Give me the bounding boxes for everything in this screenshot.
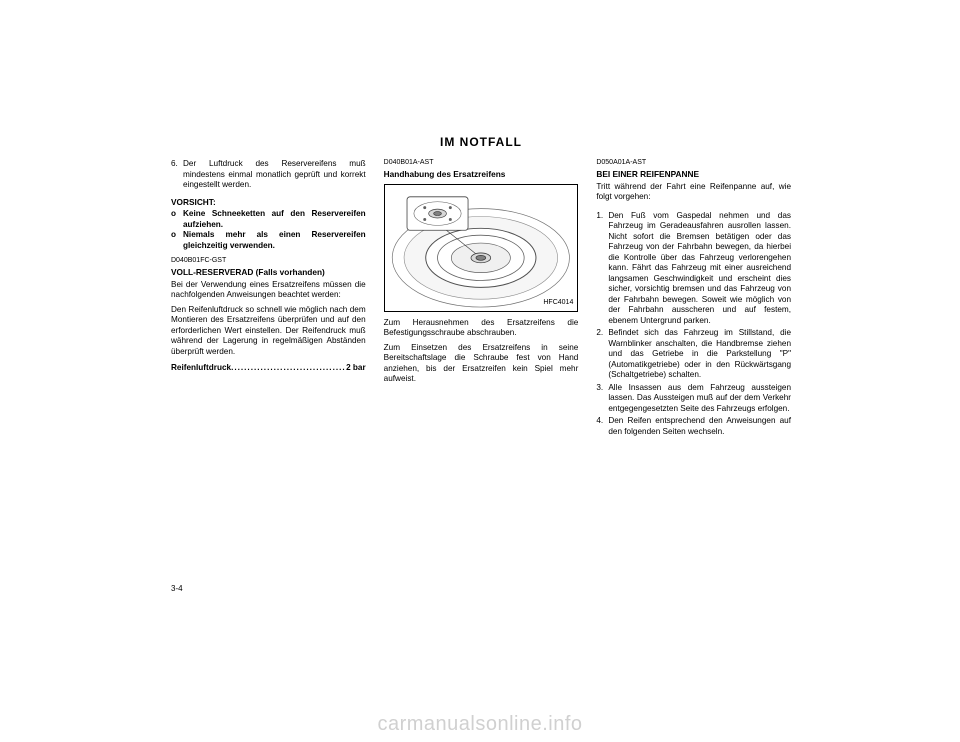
section-title: BEI EINER REIFENPANNE <box>596 169 791 180</box>
column-1: 6. Der Luftdruck des Reservereifens muß … <box>171 159 366 439</box>
item-text: Alle Insassen aus dem Fahrzeug aussteige… <box>608 383 791 415</box>
section-title: VOLL-RESERVERAD (Falls vorhanden) <box>171 267 366 278</box>
item-text: Den Fuß vom Gaspedal nehmen und das Fahr… <box>608 211 791 327</box>
section-code: D050A01A-AST <box>596 159 791 168</box>
item-text: Der Luftdruck des Reservereifens muß min… <box>183 159 366 191</box>
watermark-bottom: carmanualsonline.info <box>0 713 960 736</box>
figure-label: HFC4014 <box>543 299 573 308</box>
item-number: 6. <box>171 159 183 191</box>
list-item: o Niemals mehr als einen Reservereifen g… <box>171 230 366 251</box>
spare-tire-figure: HFC4014 <box>384 184 579 312</box>
column-2: D040B01A-AST Handhabung des Ersatzreifen… <box>384 159 579 439</box>
item-number: 3. <box>596 383 608 415</box>
list-item: o Keine Schneeketten auf den Reservereif… <box>171 209 366 230</box>
item-number: 1. <box>596 211 608 327</box>
bullet-marker: o <box>171 230 183 251</box>
steps-list: 1. Den Fuß vom Gaspedal nehmen und das F… <box>596 211 791 438</box>
item-text: Befindet sich das Fahrzeug im Stillstand… <box>608 328 791 381</box>
page-number: 3-4 <box>171 584 183 593</box>
paragraph: Tritt während der Fahrt eine Reifenpanne… <box>596 182 791 203</box>
section-code: D040B01A-AST <box>384 159 579 168</box>
list-item: 1. Den Fuß vom Gaspedal nehmen und das F… <box>596 211 791 327</box>
bullet-text: Keine Schneeketten auf den Reservereifen… <box>183 209 366 230</box>
chapter-title: IM NOTFALL <box>143 135 819 149</box>
bullet-text: Niemals mehr als einen Reservereifen gle… <box>183 230 366 251</box>
manual-page: CarManuals2.com IM NOTFALL 6. Der Luftdr… <box>143 107 819 607</box>
item-number: 4. <box>596 416 608 437</box>
list-item: 2. Befindet sich das Fahrzeug im Stillst… <box>596 328 791 381</box>
item-number: 2. <box>596 328 608 381</box>
spare-tire-illustration <box>385 185 578 311</box>
list-item: 4. Den Reifen entsprechend den Anweisung… <box>596 416 791 437</box>
paragraph: Zum Herausnehmen des Ersatzreifens die B… <box>384 318 579 339</box>
continued-list: 6. Der Luftdruck des Reservereifens muß … <box>171 159 366 191</box>
list-item: 6. Der Luftdruck des Reservereifens muß … <box>171 159 366 191</box>
section-code: D040B01FC-GST <box>171 257 366 266</box>
section-title: Handhabung des Ersatzreifens <box>384 169 579 180</box>
caution-list: o Keine Schneeketten auf den Reservereif… <box>171 209 366 251</box>
paragraph: Bei der Verwendung eines Ersatzreifens m… <box>171 280 366 301</box>
caution-label: VORSICHT: <box>171 197 366 208</box>
pressure-label: Reifenluftdruck <box>171 363 231 374</box>
column-3: D050A01A-AST BEI EINER REIFENPANNE Tritt… <box>596 159 791 439</box>
columns: 6. Der Luftdruck des Reservereifens muß … <box>171 159 791 439</box>
bullet-marker: o <box>171 209 183 230</box>
pressure-value: 2 bar <box>346 363 366 374</box>
canvas: CarManuals2.com IM NOTFALL 6. Der Luftdr… <box>0 0 960 742</box>
paragraph: Zum Einsetzen des Ersatzreifens in seine… <box>384 343 579 385</box>
item-text: Den Reifen entsprechend den Anweisungen … <box>608 416 791 437</box>
tire-pressure-line: Reifenluftdruck ........................… <box>171 363 366 374</box>
leader-dots: .................................... <box>231 363 346 374</box>
paragraph: Den Reifenluftdruck so schnell wie mögli… <box>171 305 366 358</box>
list-item: 3. Alle Insassen aus dem Fahrzeug ausste… <box>596 383 791 415</box>
